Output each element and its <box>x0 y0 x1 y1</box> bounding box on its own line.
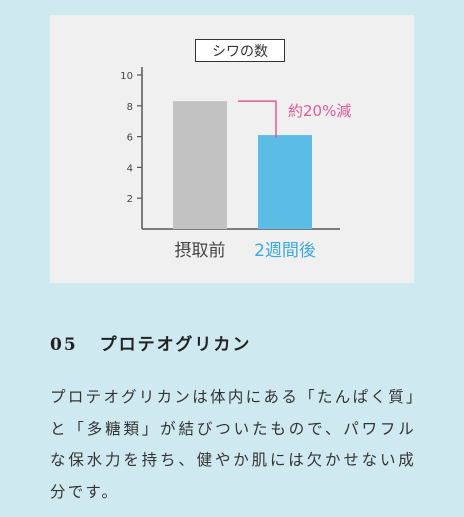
section-heading: 05 プロテオグリカン <box>50 330 251 355</box>
annotation-bracket <box>238 100 277 139</box>
annotation-label: 約20%減 <box>288 102 351 120</box>
y-tick-label: 8 <box>127 102 133 113</box>
y-tick-label: 4 <box>127 163 133 174</box>
y-tick-label: 6 <box>127 133 133 144</box>
section-number: 05 <box>50 335 78 355</box>
chart-panel: シワの数 2 4 6 8 10 摂取前 2週間後 約20%減 <box>50 15 414 283</box>
category-label: 2週間後 <box>254 241 316 261</box>
bar-chart: 2 4 6 8 10 摂取前 2週間後 約20%減 <box>120 67 351 261</box>
y-tick-label: 2 <box>127 194 133 205</box>
y-tick-label: 10 <box>120 71 133 82</box>
chart-title: シワの数 <box>195 39 285 62</box>
section-body: プロテオグリカンは体内にある「たんぱく質」と「多糖類」が結びついたもので、パワフ… <box>50 388 416 501</box>
category-label: 摂取前 <box>175 241 226 261</box>
bar <box>258 135 312 229</box>
bar <box>173 101 227 229</box>
section-title: プロテオグリカン <box>99 335 252 355</box>
